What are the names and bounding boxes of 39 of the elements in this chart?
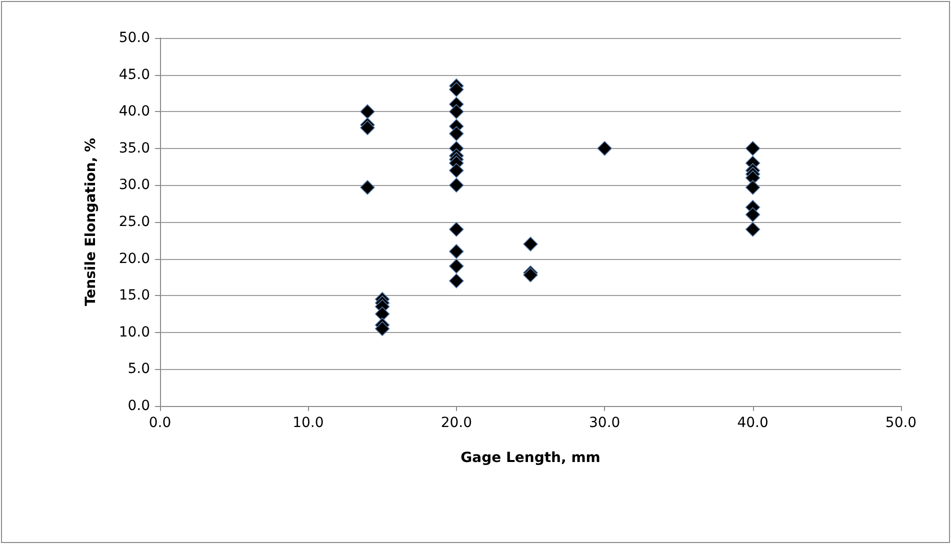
point — [449, 258, 464, 274]
x-tick-label: 50.0 — [885, 415, 917, 431]
y-tick-label: 50.0 — [118, 30, 150, 46]
y-tick-label: 0.0 — [128, 398, 150, 414]
point — [360, 180, 375, 195]
point — [523, 236, 538, 252]
x-tick-label: 40.0 — [737, 415, 768, 431]
x-axis-title: Gage Length, mm — [460, 450, 600, 466]
point — [449, 163, 464, 178]
y-tick-label: 5.0 — [128, 361, 150, 378]
point — [449, 178, 464, 193]
point — [374, 321, 390, 336]
point — [745, 180, 760, 195]
point — [374, 306, 390, 322]
x-tick-label: 10.0 — [292, 415, 324, 431]
x-tick-label: 30.0 — [589, 415, 620, 431]
point — [449, 126, 464, 142]
y-tick-label: 30.0 — [118, 177, 150, 194]
y-tick-label: 20.0 — [118, 250, 150, 267]
y-tick-label: 45.0 — [118, 66, 150, 83]
point — [360, 120, 375, 136]
point — [745, 222, 760, 237]
y-tick-label: 35.0 — [118, 140, 150, 156]
x-tick-label: 20.0 — [440, 415, 472, 431]
y-tick-label: 40.0 — [118, 104, 150, 120]
point — [597, 141, 612, 156]
x-tick-label: 0.0 — [148, 415, 172, 431]
point — [745, 141, 760, 156]
y-axis-title: Tensile Elongation, % — [83, 138, 99, 306]
point — [449, 244, 464, 259]
y-tick-label: 10.0 — [118, 324, 150, 340]
point — [449, 222, 464, 237]
point — [449, 82, 464, 97]
point — [449, 273, 464, 288]
point — [449, 104, 464, 119]
point — [360, 104, 375, 119]
point — [745, 207, 760, 222]
y-tick-label: 25.0 — [118, 214, 150, 230]
y-tick-label: 15.0 — [118, 288, 150, 304]
